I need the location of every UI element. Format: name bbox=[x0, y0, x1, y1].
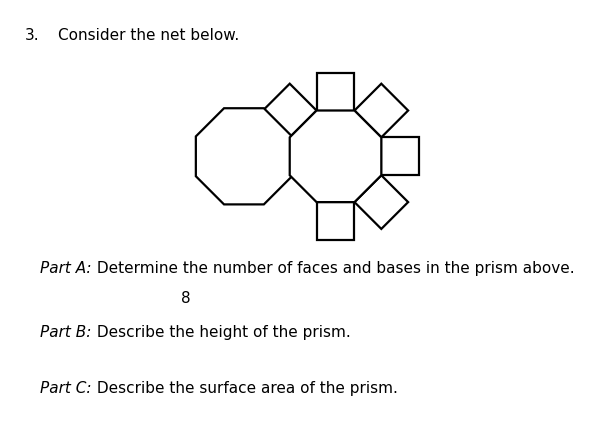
Polygon shape bbox=[196, 109, 292, 205]
Text: Describe the surface area of the prism.: Describe the surface area of the prism. bbox=[92, 381, 398, 396]
Polygon shape bbox=[381, 138, 419, 176]
Text: Determine the number of faces and bases in the prism above.: Determine the number of faces and bases … bbox=[92, 260, 575, 275]
Text: Consider the net below.: Consider the net below. bbox=[58, 28, 240, 43]
Polygon shape bbox=[317, 74, 354, 111]
Text: Part B:: Part B: bbox=[40, 325, 92, 340]
Text: Describe the height of the prism.: Describe the height of the prism. bbox=[92, 325, 351, 340]
Text: 3.: 3. bbox=[25, 28, 39, 43]
Text: 8: 8 bbox=[181, 290, 191, 305]
Polygon shape bbox=[354, 176, 408, 229]
Text: Part A:: Part A: bbox=[40, 260, 92, 275]
Polygon shape bbox=[354, 85, 408, 138]
Polygon shape bbox=[263, 85, 317, 138]
Text: Part C:: Part C: bbox=[40, 381, 92, 396]
Polygon shape bbox=[317, 203, 354, 240]
Polygon shape bbox=[290, 111, 381, 203]
